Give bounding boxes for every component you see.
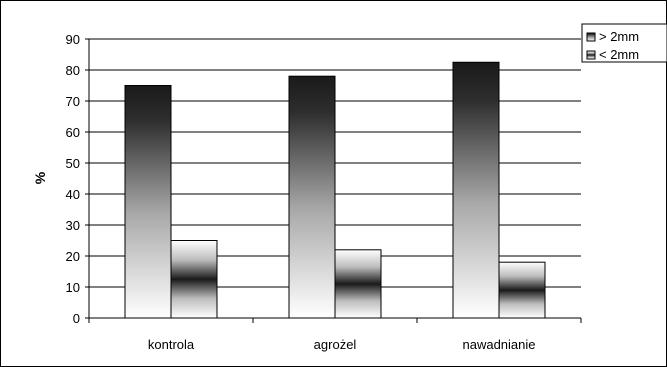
x-tick-label: nawadnianie bbox=[462, 337, 535, 352]
legend: > 2mm < 2mm bbox=[581, 23, 667, 63]
bar-gt-2mm-0 bbox=[124, 85, 172, 319]
y-tick-label: 30 bbox=[66, 218, 80, 233]
x-tick-label: kontrola bbox=[148, 337, 195, 352]
legend-label: > 2mm bbox=[599, 29, 639, 44]
y-tick-label: 80 bbox=[66, 63, 80, 78]
y-tick-label: 60 bbox=[66, 125, 80, 140]
y-tick-label: 20 bbox=[66, 249, 80, 264]
y-tick-label: 40 bbox=[66, 187, 80, 202]
x-tick-label: agrożel bbox=[314, 337, 357, 352]
y-axis-label: % bbox=[32, 171, 48, 184]
bar-gt-2mm-2 bbox=[452, 61, 500, 319]
axes bbox=[88, 39, 582, 323]
legend-box bbox=[581, 23, 667, 63]
y-tick-label: 50 bbox=[66, 156, 80, 171]
y-tick-label: 10 bbox=[66, 280, 80, 295]
y-axis-ticks: 0 10 20 30 40 50 60 70 80 90 bbox=[66, 32, 89, 326]
legend-swatch bbox=[586, 32, 596, 42]
x-axis-labels: kontrola agrożel nawadnianie bbox=[148, 337, 536, 352]
legend-swatch bbox=[586, 50, 596, 60]
legend-label: < 2mm bbox=[599, 47, 639, 62]
bar-lt-2mm-2 bbox=[498, 261, 546, 319]
y-tick-label: 90 bbox=[66, 32, 80, 47]
bars bbox=[124, 61, 546, 319]
bar-lt-2mm-1 bbox=[334, 249, 382, 319]
bar-gt-2mm-1 bbox=[288, 75, 336, 319]
bar-lt-2mm-0 bbox=[170, 240, 218, 319]
y-tick-label: 0 bbox=[73, 311, 80, 326]
y-tick-label: 70 bbox=[66, 94, 80, 109]
